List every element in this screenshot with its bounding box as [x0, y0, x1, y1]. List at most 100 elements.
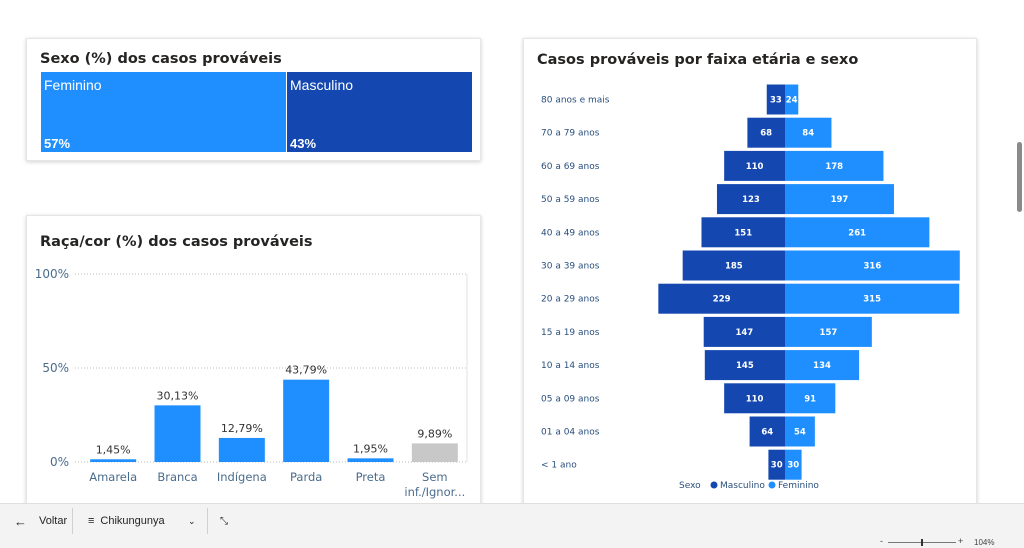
bar-feminino[interactable]	[785, 316, 872, 347]
x-tick-label: Indígena	[217, 470, 267, 484]
bar-masculino-value: 229	[713, 295, 731, 305]
legend-title: Sexo	[679, 481, 701, 491]
bar[interactable]	[283, 379, 330, 462]
bar[interactable]	[90, 459, 137, 462]
bar-masculino-value: 68	[760, 129, 772, 139]
bar-masculino[interactable]	[768, 449, 785, 480]
separator	[72, 508, 73, 534]
bar-masculino[interactable]	[724, 150, 785, 181]
bar-feminino-value: 316	[864, 262, 882, 272]
status-bar: - + 104%	[0, 536, 1024, 548]
bar-feminino-value: 30	[787, 461, 799, 471]
bar-feminino[interactable]	[785, 184, 894, 215]
bar-data-label: 43,79%	[285, 364, 327, 377]
collapse-icon: ⤡	[220, 515, 228, 527]
bar-feminino-value: 24	[786, 96, 798, 106]
bar-masculino[interactable]	[724, 383, 785, 414]
bar-masculino[interactable]	[747, 117, 785, 148]
zoom-in-button[interactable]: +	[958, 536, 964, 546]
back-label: Voltar	[39, 515, 68, 527]
bar-feminino-value: 178	[825, 162, 843, 172]
zoom-level: 104%	[974, 538, 995, 547]
y-tick-label: 0%	[50, 455, 69, 469]
sex-card-title: Sexo (%) dos casos prováveis	[40, 51, 282, 67]
page-scrollbar[interactable]	[1017, 142, 1022, 212]
back-button[interactable]: ← Voltar	[14, 504, 67, 538]
bar-masculino[interactable]	[704, 350, 785, 381]
x-tick-label: Parda	[290, 470, 322, 484]
page-selector[interactable]: ≡ Chikungunya ⌄	[88, 504, 198, 538]
bar-masculino[interactable]	[703, 316, 785, 347]
bar-feminino-value: 91	[804, 394, 816, 404]
age-group-label: 60 a 69 anos	[541, 162, 600, 172]
collapse-button[interactable]: ⤡	[220, 504, 228, 538]
bar[interactable]	[347, 458, 394, 462]
legend-feminino-marker	[768, 481, 776, 489]
bar-feminino[interactable]	[785, 150, 884, 181]
bar[interactable]	[218, 437, 265, 462]
bar-feminino[interactable]	[785, 383, 836, 414]
separator	[207, 508, 208, 534]
bar-feminino[interactable]	[785, 449, 802, 480]
bar-masculino[interactable]	[701, 217, 785, 248]
bar-data-label: 12,79%	[221, 422, 263, 435]
bar-masculino-value: 110	[746, 162, 764, 172]
zoom-slider-thumb[interactable]	[921, 539, 923, 546]
tile-feminino-pct: 57%	[44, 136, 71, 151]
bar-feminino[interactable]	[785, 283, 960, 314]
age-group-label: < 1 ano	[541, 461, 577, 471]
x-tick-label: Preta	[356, 470, 386, 484]
bar-data-label: 9,89%	[417, 427, 452, 440]
bar-feminino[interactable]	[785, 84, 799, 115]
bar[interactable]	[154, 405, 201, 462]
bar-masculino[interactable]	[716, 184, 785, 215]
age-group-label: 05 a 09 anos	[541, 394, 600, 404]
bar-feminino-value: 197	[831, 195, 849, 205]
legend-masculino-label[interactable]: Masculino	[720, 481, 765, 491]
x-tick-label: Branca	[157, 470, 197, 484]
age-group-label: 70 a 79 anos	[541, 129, 600, 139]
bar[interactable]	[411, 443, 458, 462]
bar-masculino[interactable]	[749, 416, 785, 447]
bar-masculino[interactable]	[658, 283, 785, 314]
tile-masculino[interactable]: Masculino 43%	[287, 72, 472, 152]
age-card-title: Casos prováveis por faixa etária e sexo	[537, 52, 859, 68]
bar-feminino-value: 84	[802, 129, 814, 139]
x-tick-label: Sem	[422, 470, 448, 484]
list-icon: ≡	[88, 515, 95, 527]
x-tick-label: Amarela	[89, 470, 137, 484]
bar-data-label: 30,13%	[157, 389, 199, 402]
age-group-label: 40 a 49 anos	[541, 228, 600, 238]
tile-feminino-label: Feminino	[44, 77, 102, 93]
chevron-down-icon: ⌄	[188, 515, 196, 526]
page-selector-label: Chikungunya	[100, 515, 165, 527]
tile-feminino[interactable]: Feminino 57%	[41, 72, 286, 152]
bar-masculino[interactable]	[682, 250, 785, 281]
zoom-out-button[interactable]: -	[880, 536, 883, 546]
age-group-label: 30 a 39 anos	[541, 262, 600, 272]
sex-card: Sexo (%) dos casos prováveis Feminino 57…	[26, 38, 481, 161]
race-card: Raça/cor (%) dos casos prováveis 0% 50% 10…	[26, 215, 481, 515]
legend-feminino-label[interactable]: Feminino	[778, 481, 819, 491]
bottom-bar: ← Voltar ≡ Chikungunya ⌄ ⤡	[0, 503, 1024, 537]
bar-masculino-value: 123	[742, 195, 760, 205]
age-group-label: 80 anos e mais	[541, 96, 610, 106]
age-card: Casos prováveis por faixa etária e sexo …	[523, 38, 977, 508]
arrow-left-icon: ←	[14, 513, 27, 529]
bar-feminino-value: 54	[794, 428, 806, 438]
legend-masculino-marker	[710, 481, 718, 489]
bar-feminino[interactable]	[785, 350, 860, 381]
bar-masculino[interactable]	[766, 84, 785, 115]
age-group-label: 01 a 04 anos	[541, 428, 600, 438]
bar-masculino-value: 64	[761, 428, 773, 438]
bar-feminino[interactable]	[785, 217, 930, 248]
bar-feminino[interactable]	[785, 416, 815, 447]
race-chart: 0% 50% 100% 1,45% Amarela 30,13% Branca 12,79% I…	[35, 267, 468, 499]
age-group-label: 50 a 59 anos	[541, 195, 600, 205]
bar-feminino-value: 315	[863, 295, 881, 305]
bar-feminino[interactable]	[785, 250, 960, 281]
bar-feminino[interactable]	[785, 117, 832, 148]
y-tick-label: 100%	[35, 267, 69, 281]
race-card-title: Raça/cor (%) dos casos prováveis	[40, 234, 313, 250]
bar-masculino-value: 110	[746, 394, 764, 404]
